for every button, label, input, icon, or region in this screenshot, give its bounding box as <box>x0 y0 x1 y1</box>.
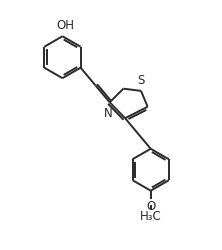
Text: O: O <box>146 199 155 212</box>
Text: OH: OH <box>57 19 75 32</box>
Text: S: S <box>137 74 145 87</box>
Text: H₃C: H₃C <box>140 210 162 222</box>
Text: N: N <box>104 106 113 119</box>
